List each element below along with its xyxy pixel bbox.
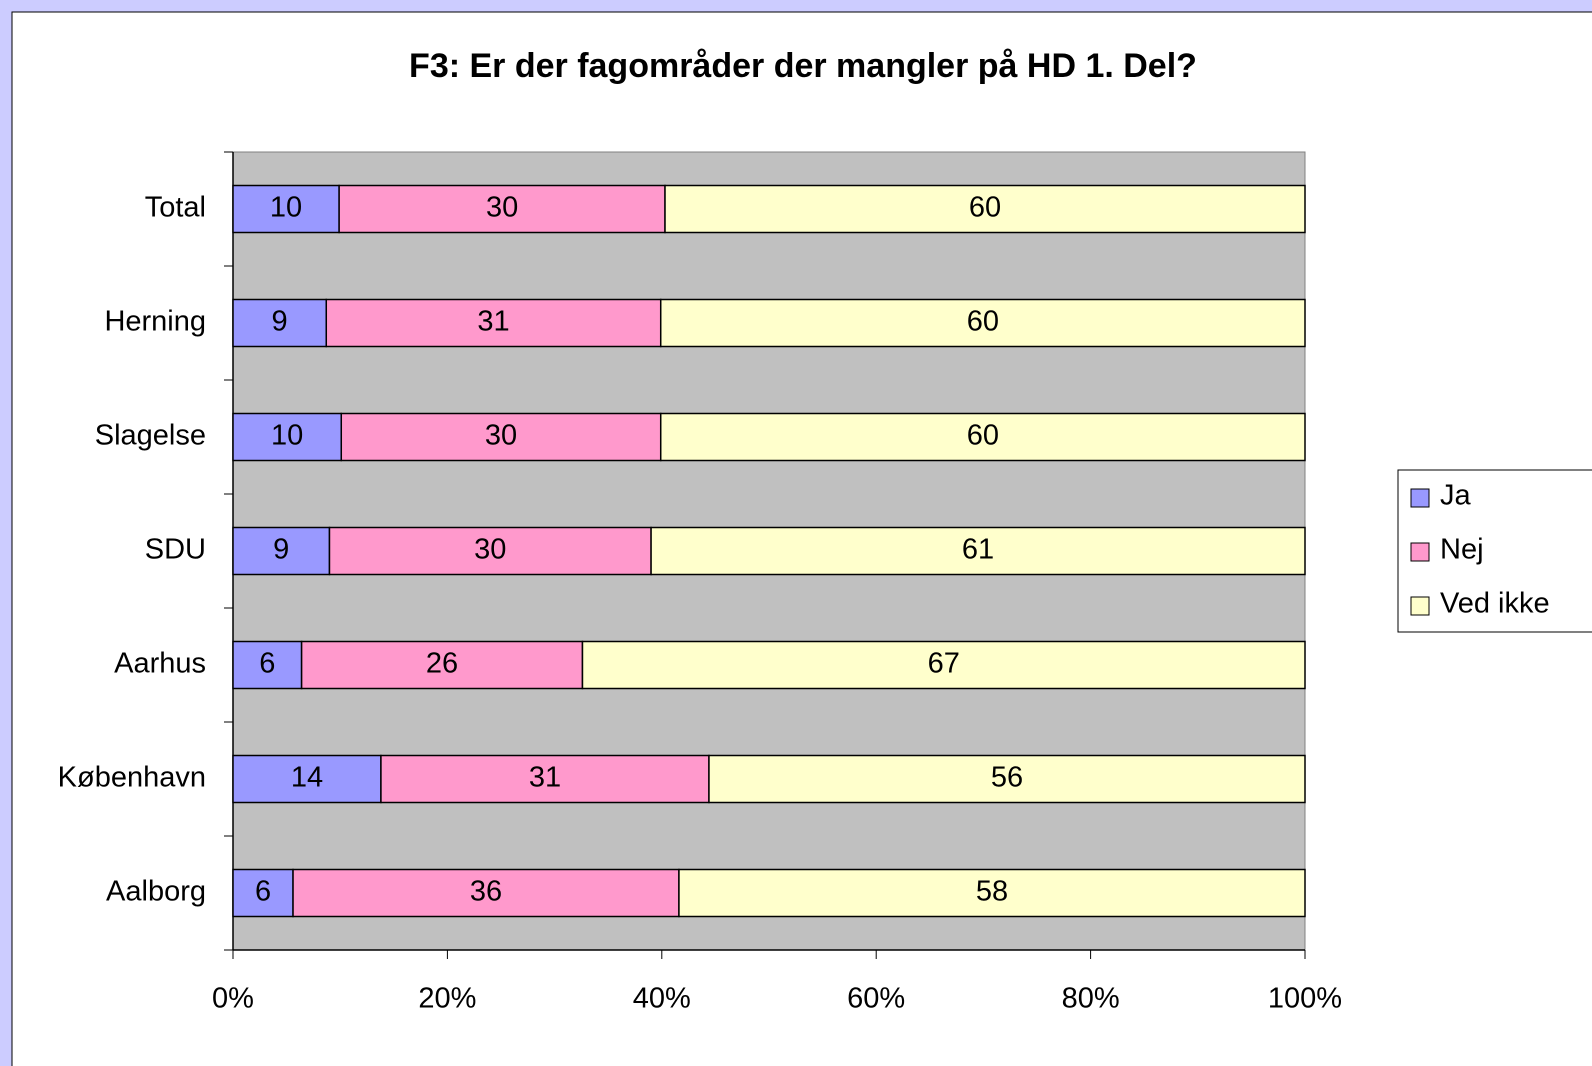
value-label: 14 <box>291 762 323 794</box>
value-label: 60 <box>967 306 999 338</box>
bar-segment <box>300 640 584 690</box>
bar-segment <box>340 412 662 462</box>
value-label: 30 <box>486 192 518 224</box>
legend-swatch <box>1410 542 1430 562</box>
value-label: 10 <box>271 420 303 452</box>
value-label: 60 <box>969 192 1001 224</box>
x-tick-label: 0% <box>212 983 254 1015</box>
value-label: 9 <box>272 306 288 338</box>
value-label: 67 <box>928 648 960 680</box>
bar-segment <box>380 754 710 804</box>
value-label: 30 <box>485 420 517 452</box>
legend-label: Ved ikke <box>1440 588 1550 620</box>
chart-title: F3: Er der fagområder der mangler på HD … <box>409 47 1197 85</box>
y-tick-label: Aarhus <box>114 648 206 680</box>
bar-segment <box>292 868 680 918</box>
value-label: 6 <box>255 876 271 908</box>
y-tick-label: København <box>58 762 206 794</box>
bar-segment <box>328 526 652 576</box>
y-tick-label: SDU <box>145 534 206 566</box>
value-label: 26 <box>426 648 458 680</box>
y-tick-label: Herning <box>104 306 206 338</box>
x-tick-label: 40% <box>633 983 691 1015</box>
value-label: 10 <box>270 192 302 224</box>
x-tick-label: 80% <box>1062 983 1120 1015</box>
legend-box <box>1397 469 1592 633</box>
value-label: 60 <box>967 420 999 452</box>
x-tick-label: 100% <box>1268 983 1342 1015</box>
bar-segment <box>232 184 340 234</box>
value-label: 36 <box>470 876 502 908</box>
value-label: 61 <box>962 534 994 566</box>
value-label: 56 <box>991 762 1023 794</box>
bar-segment <box>232 754 382 804</box>
legend-swatch <box>1410 596 1430 616</box>
bar-segment <box>659 298 1306 348</box>
value-label: 9 <box>273 534 289 566</box>
bar-segment <box>581 640 1306 690</box>
legend-label: Ja <box>1440 480 1472 512</box>
bar-segment <box>232 526 331 576</box>
x-tick-label: 20% <box>418 983 476 1015</box>
bar-segment <box>338 184 666 234</box>
value-label: 58 <box>976 876 1008 908</box>
bar-segment <box>664 184 1306 234</box>
y-tick-label: Total <box>145 192 206 224</box>
bar-segment <box>232 298 328 348</box>
value-label: 31 <box>529 762 561 794</box>
bar-segment <box>650 526 1306 576</box>
bar-segment <box>325 298 662 348</box>
legend-swatch <box>1410 488 1430 508</box>
y-tick-label: Slagelse <box>95 420 206 452</box>
value-label: 6 <box>259 648 275 680</box>
bar-segment <box>678 868 1306 918</box>
x-tick-label: 60% <box>847 983 905 1015</box>
y-tick-label: Aalborg <box>106 876 206 908</box>
value-label: 31 <box>477 306 509 338</box>
legend-label: Nej <box>1440 534 1484 566</box>
bar-segment <box>708 754 1306 804</box>
value-label: 30 <box>474 534 506 566</box>
bar-segment <box>659 412 1306 462</box>
